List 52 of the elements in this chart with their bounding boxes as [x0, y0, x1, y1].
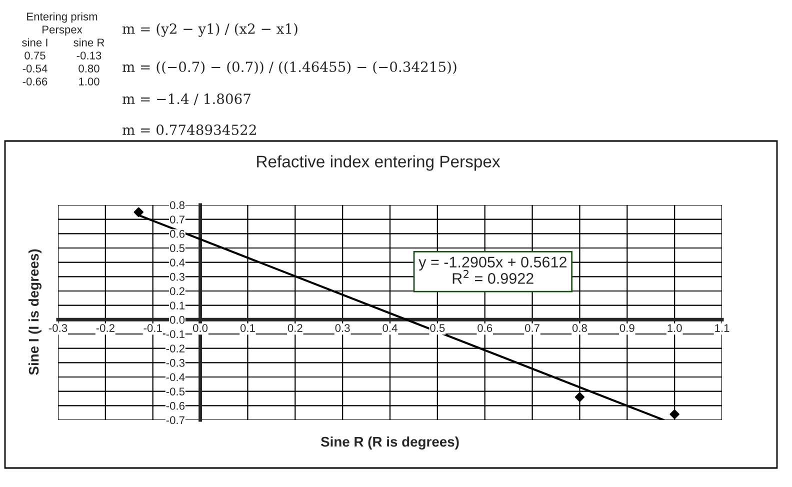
y-tick-label: 0.1: [170, 302, 184, 310]
x-tick-label: 0.3: [335, 324, 350, 332]
x-tick-label: 0.1: [240, 324, 255, 332]
x-tick-label: 0.0: [193, 324, 208, 332]
y-tick-label: 0.7: [170, 216, 184, 224]
y-tick-label: -0.1: [166, 330, 184, 338]
x-tick-label: -0.3: [48, 324, 68, 332]
chart-title: Refactive index entering Perspex: [257, 155, 500, 171]
x-tick-label: 0.4: [382, 324, 398, 332]
y-tick-label: -0.3: [166, 358, 185, 367]
y-tick-label: 0.6: [170, 230, 185, 238]
text: 1.00: [79, 78, 100, 86]
text: -0.54: [22, 64, 48, 72]
y-tick-label: -0.2: [166, 344, 184, 352]
x-tick-label: 1.1: [715, 324, 730, 332]
x-tick-label: 0.5: [430, 324, 445, 332]
x-tick-label: -0.2: [96, 324, 114, 332]
text: sine I: [22, 38, 48, 46]
x-tick-label: -0.1: [144, 324, 162, 332]
y-tick-label: -0.7: [166, 416, 184, 424]
text: 0.75: [24, 52, 46, 60]
y-tick-label: 0.2: [170, 287, 184, 296]
y-tick-label: 0.4: [170, 258, 185, 266]
y-tick-label: -0.5: [166, 388, 185, 396]
x-tick-label: 0.9: [620, 324, 634, 332]
text: sine R: [74, 38, 104, 46]
x-axis-title: Sine R (R is degrees): [320, 436, 459, 450]
text: m = (y2 − y1) / (x2 − x1): [122, 23, 298, 37]
point: [134, 207, 144, 218]
point: [574, 392, 585, 402]
x-tick-label: 0.7: [524, 324, 540, 332]
y-tick-label: 0.5: [170, 244, 185, 252]
point: [670, 409, 680, 420]
x-tick-label: 0.2: [288, 324, 302, 332]
y-tick-label: 0.8: [170, 201, 185, 210]
text: -0.13: [76, 52, 102, 60]
text: -0.66: [22, 78, 48, 86]
annotation: y = -1.2905x + 0.5612 R$^{2}$ = 0.9922: [418, 256, 566, 284]
text: Entering prism: [27, 12, 98, 23]
y-axis-title: Sine I (I is degrees): [28, 249, 42, 375]
text: m = ((−0.7) − (0.7)) / ((1.46455) − (−0.34215)): [122, 61, 456, 74]
text: m = 0.7748934522: [122, 124, 256, 136]
text: Perspex: [42, 26, 82, 36]
y-tick-label: -0.4: [166, 373, 185, 382]
text: 0.80: [78, 64, 100, 72]
x-tick-label: 0.6: [478, 324, 492, 332]
x-tick-label: 1.0: [668, 324, 682, 332]
y-tick-label: 0.0: [170, 316, 185, 324]
y-tick-label: -0.6: [166, 402, 185, 410]
y-tick-label: 0.3: [170, 272, 185, 281]
x-tick-label: 0.8: [572, 324, 587, 332]
text: m = −1.4 / 1.8067: [122, 94, 250, 106]
